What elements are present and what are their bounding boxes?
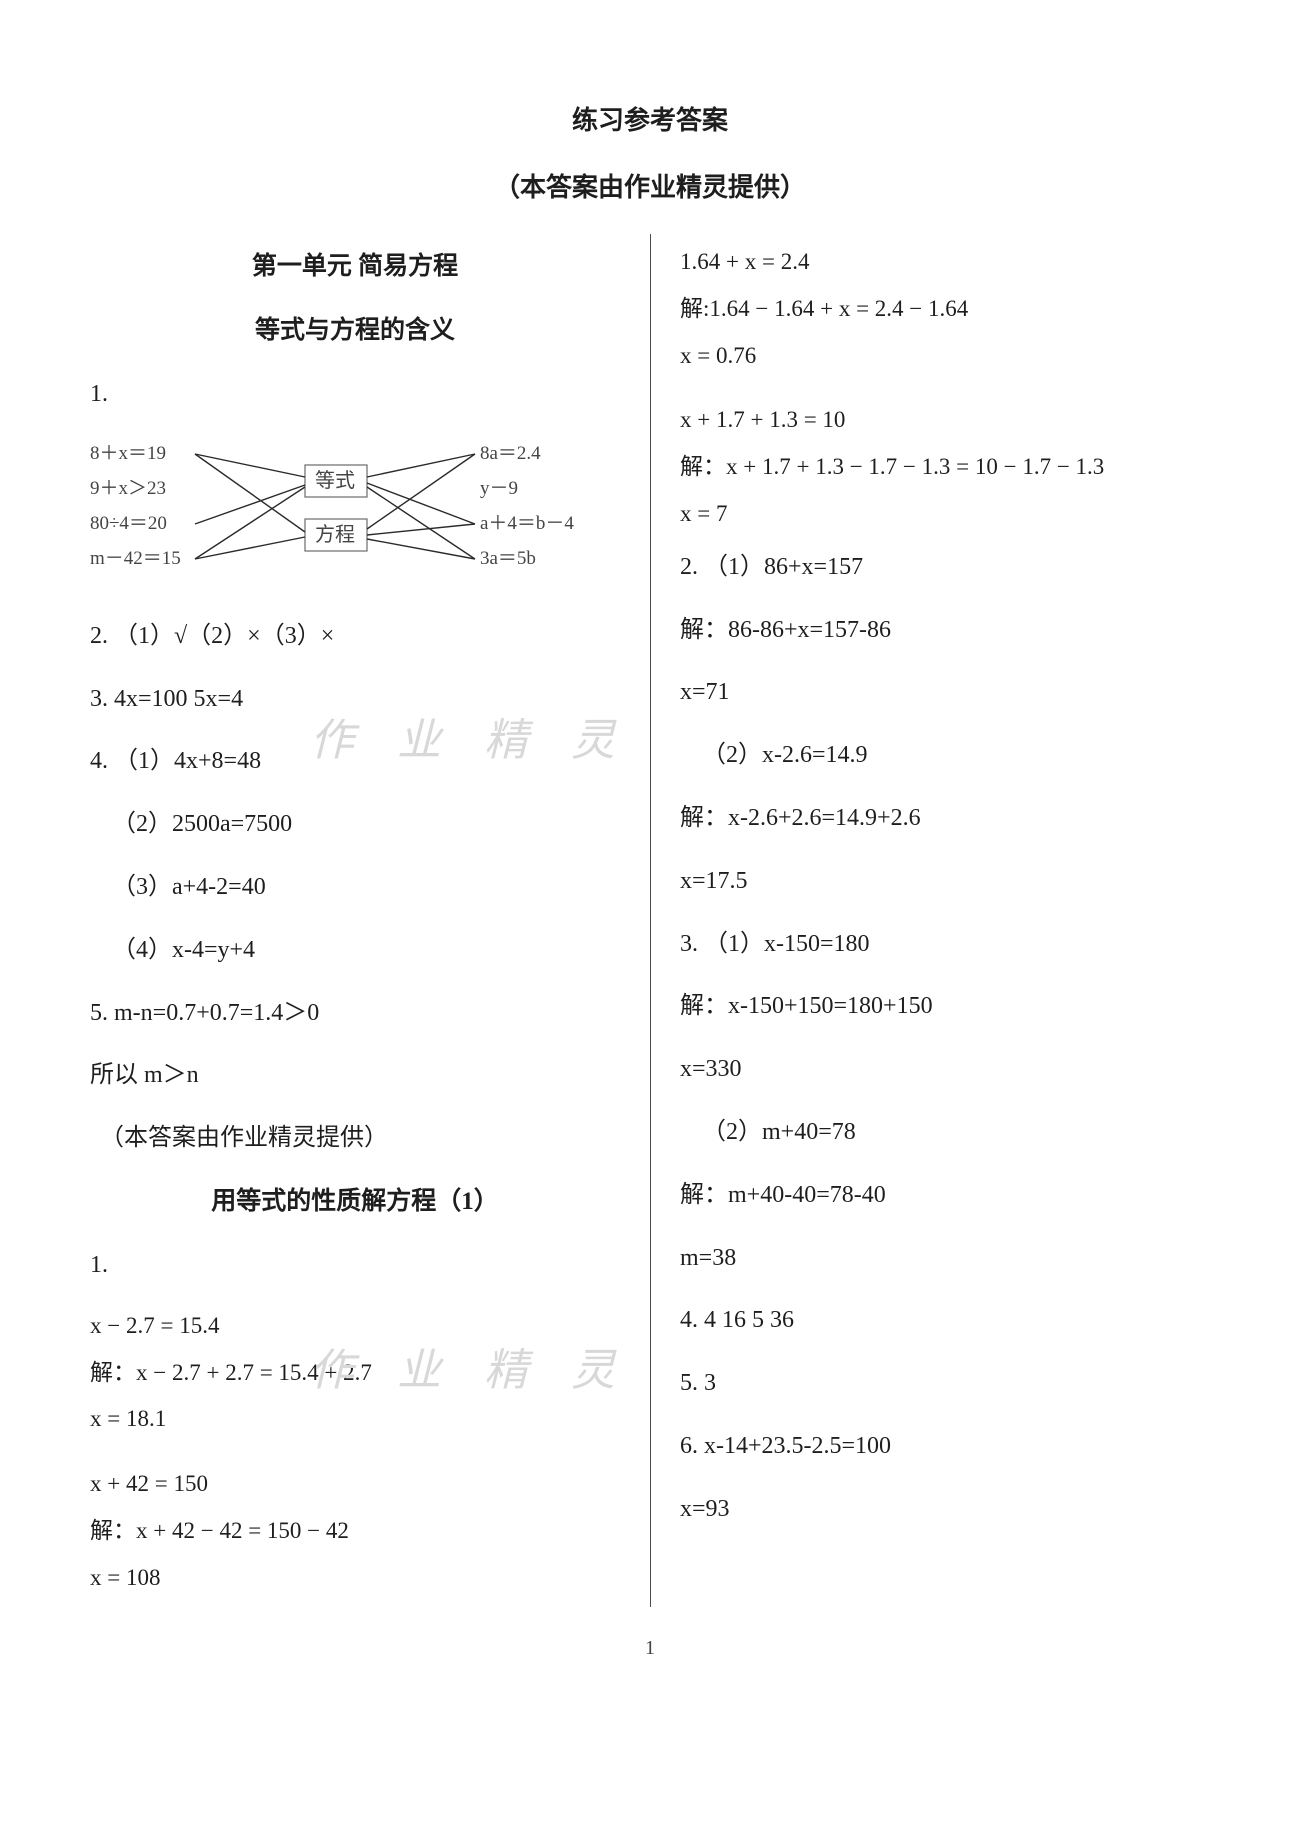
q1-label: 1.	[90, 374, 620, 415]
r-q2-2r: x=17.5	[680, 861, 1210, 902]
r-q2-2: （2）x-2.6=14.9	[680, 735, 1210, 776]
diag-left-2: 80÷4＝20	[90, 513, 167, 534]
diag-right-1: y－9	[480, 478, 518, 499]
eq2-b: 解：x + 42 − 42 = 150 − 42	[90, 1513, 620, 1550]
diag-box-0: 等式	[315, 469, 355, 492]
eq3-c: x = 0.76	[680, 338, 1210, 375]
diag-right-0: 8a＝2.4	[480, 443, 541, 464]
q2: 2. （1）√（2）×（3）×	[90, 616, 620, 657]
r-q2-1r: x=71	[680, 672, 1210, 713]
subtitle: （本答案由作业精灵提供）	[90, 167, 1210, 204]
r-q4: 4. 4 16 5 36	[680, 1300, 1210, 1341]
p1-label: 1.	[90, 1245, 620, 1286]
left-column: 第一单元 简易方程 等式与方程的含义 1. 8＋x＝19 9＋x＞23 80÷4…	[90, 234, 650, 1607]
eq2-c: x = 108	[90, 1560, 620, 1597]
q5-2: 所以 m＞n	[90, 1055, 620, 1096]
eq1-c: x = 18.1	[90, 1401, 620, 1438]
r-q3-2: （2）m+40=78	[680, 1112, 1210, 1153]
q5-1: 5. m-n=0.7+0.7=1.4＞0	[90, 993, 620, 1034]
r-q2-1: 2. （1）86+x=157	[680, 547, 1210, 588]
eq4-a: x + 1.7 + 1.3 = 10	[680, 402, 1210, 439]
q3: 3. 4x=100 5x=4	[90, 679, 620, 720]
credit-line: （本答案由作业精灵提供）	[90, 1118, 620, 1159]
eq3-a: 1.64 + x = 2.4	[680, 244, 1210, 281]
page-number: 1	[90, 1637, 1210, 1660]
r-q6-1: 6. x-14+23.5-2.5=100	[680, 1426, 1210, 1467]
q4-2: （2）2500a=7500	[90, 804, 620, 845]
r-q3-2r: m=38	[680, 1238, 1210, 1279]
content-columns: 作 业 精 灵 作 业 精 灵 第一单元 简易方程 等式与方程的含义 1. 8＋…	[90, 234, 1210, 1607]
r-q3-1: 3. （1）x-150=180	[680, 924, 1210, 965]
r-q2-2s: 解：x-2.6+2.6=14.9+2.6	[680, 798, 1210, 839]
unit-title: 第一单元 简易方程	[90, 246, 620, 282]
diag-left-3: m－42＝15	[90, 548, 181, 569]
r-q3-1r: x=330	[680, 1049, 1210, 1090]
eq1-a: x − 2.7 = 15.4	[90, 1308, 620, 1345]
diag-right-3: 3a＝5b	[480, 548, 536, 569]
column-divider	[650, 234, 651, 1607]
r-q5: 5. 3	[680, 1363, 1210, 1404]
diag-left-1: 9＋x＞23	[90, 478, 166, 499]
q4-3: （3）a+4-2=40	[90, 867, 620, 908]
matching-diagram: 8＋x＝19 9＋x＞23 80÷4＝20 m－42＝15 8a＝2.4 y－9…	[90, 437, 620, 592]
diag-right-2: a＋4＝b－4	[480, 513, 574, 534]
eq1-b: 解：x − 2.7 + 2.7 = 15.4 + 2.7	[90, 1355, 620, 1392]
r-q3-2s: 解：m+40-40=78-40	[680, 1175, 1210, 1216]
topic2-title: 用等式的性质解方程（1）	[90, 1181, 620, 1217]
main-title: 练习参考答案	[90, 100, 1210, 137]
diag-left-0: 8＋x＝19	[90, 443, 166, 464]
q4-4: （4）x-4=y+4	[90, 930, 620, 971]
eq3-b: 解:1.64 − 1.64 + x = 2.4 − 1.64	[680, 291, 1210, 328]
diag-box-1: 方程	[315, 523, 355, 546]
r-q6-2: x=93	[680, 1489, 1210, 1530]
eq2-a: x + 42 = 150	[90, 1466, 620, 1503]
eq4-c: x = 7	[680, 496, 1210, 533]
q4-1: 4. （1）4x+8=48	[90, 741, 620, 782]
right-column: 1.64 + x = 2.4 解:1.64 − 1.64 + x = 2.4 −…	[650, 234, 1210, 1607]
r-q2-1s: 解：86-86+x=157-86	[680, 610, 1210, 651]
r-q3-1s: 解：x-150+150=180+150	[680, 986, 1210, 1027]
topic1-title: 等式与方程的含义	[90, 310, 620, 346]
eq4-b: 解：x + 1.7 + 1.3 − 1.7 − 1.3 = 10 − 1.7 −…	[680, 449, 1210, 486]
